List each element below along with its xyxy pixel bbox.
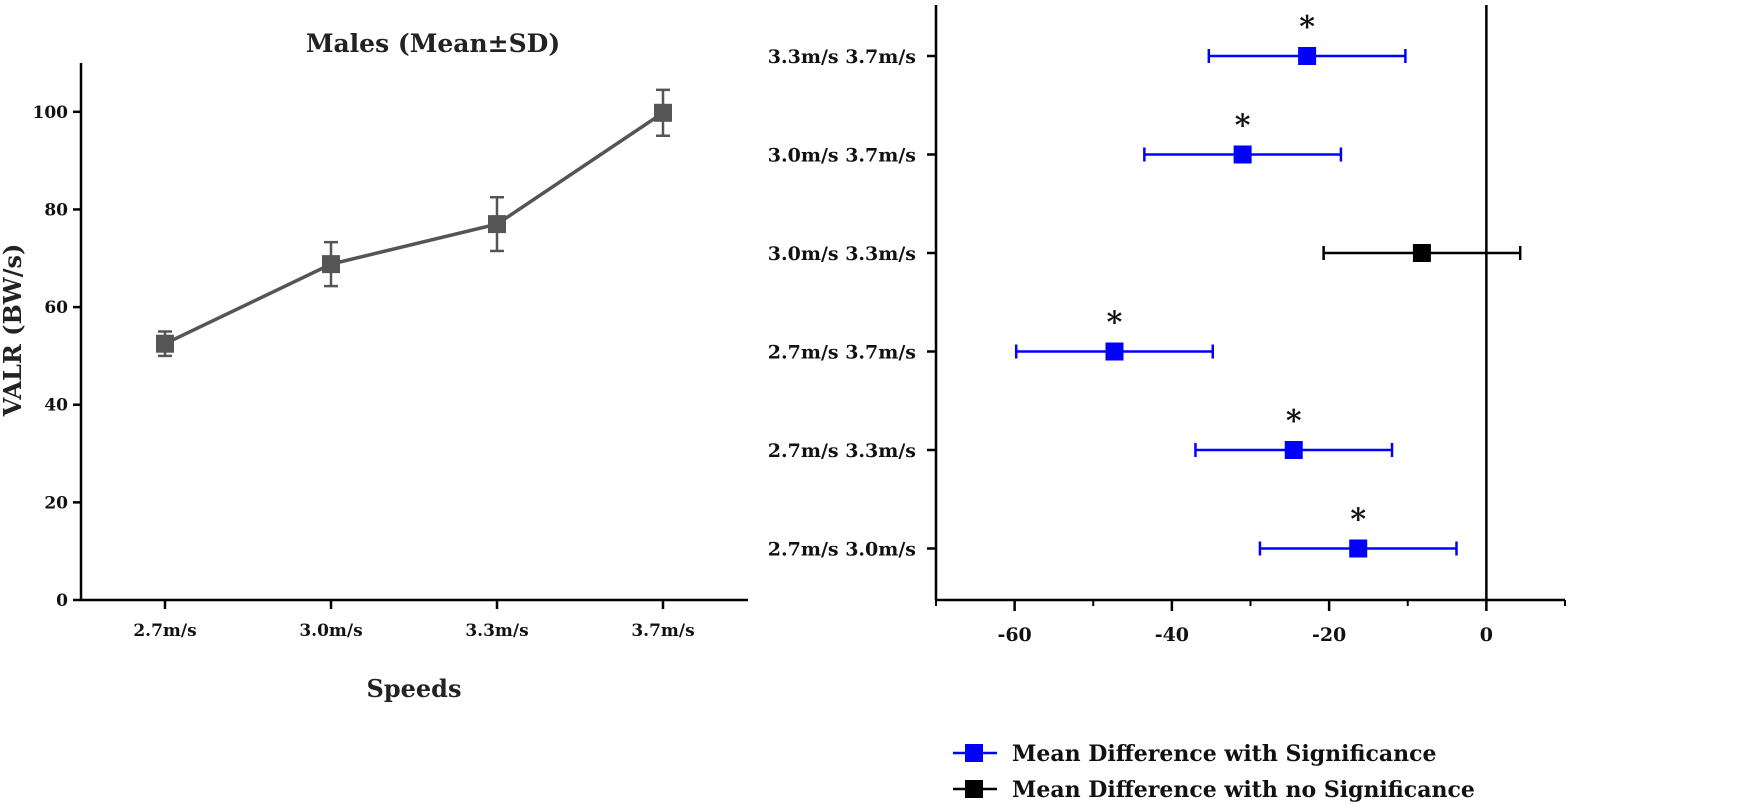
left-data-point bbox=[156, 334, 174, 353]
left-data-point bbox=[322, 255, 340, 274]
right-row-label: 3.3m/s 3.7m/s bbox=[768, 46, 916, 68]
legend-label-significant: Mean Difference with Significance bbox=[1012, 741, 1437, 767]
left-y-tick-label: 80 bbox=[44, 200, 68, 220]
left-series bbox=[156, 88, 672, 358]
right-mean-marker bbox=[1349, 539, 1368, 558]
left-y-axis-label: VALR (BW/s) bbox=[0, 244, 27, 418]
right-row-label: 2.7m/s 3.7m/s bbox=[768, 342, 916, 364]
legend-marker-not-significant bbox=[965, 780, 983, 798]
right-mean-marker bbox=[1284, 441, 1303, 459]
right-rows: 3.3m/s 3.7m/s * 3.0m/s 3.7m/s * 3.0m/s 3.3m/… bbox=[768, 10, 1522, 561]
right-mean-marker bbox=[1233, 145, 1252, 164]
significance-star: * bbox=[1235, 109, 1251, 144]
left-data-point bbox=[488, 215, 506, 234]
right-mean-marker bbox=[1105, 342, 1124, 361]
right-mean-marker bbox=[1412, 244, 1431, 262]
left-x-tick-label: 3.7m/s bbox=[631, 621, 694, 641]
legend-entry-not-significant: Mean Difference with no Significance bbox=[953, 777, 1475, 803]
legend-marker-significant bbox=[965, 744, 983, 762]
right-row-label: 3.0m/s 3.3m/s bbox=[768, 243, 916, 265]
left-chart-title: Males (Mean±SD) bbox=[306, 29, 560, 58]
right-row-label: 2.7m/s 3.3m/s bbox=[768, 440, 916, 462]
right-mean-marker bbox=[1298, 47, 1317, 65]
significance-star: * bbox=[1299, 10, 1315, 45]
legend: Mean Difference with Significance Mean D… bbox=[953, 741, 1475, 803]
left-x-tick-label: 3.3m/s bbox=[465, 621, 528, 641]
significance-star: * bbox=[1107, 306, 1123, 341]
left-series-line bbox=[164, 111, 664, 346]
right-x-tick-label: 0 bbox=[1480, 624, 1493, 646]
left-y-tick-label: 0 bbox=[56, 591, 68, 611]
left-y-ticks: 0 20 40 60 80 100 bbox=[33, 103, 81, 611]
left-data-point bbox=[654, 103, 672, 122]
left-x-tick-label: 2.7m/s bbox=[133, 621, 196, 641]
left-x-ticks: 2.7m/s 3.0m/s 3.3m/s 3.7m/s bbox=[133, 600, 695, 641]
right-x-tick-label: -20 bbox=[1312, 624, 1346, 646]
significance-star: * bbox=[1350, 503, 1366, 538]
left-x-axis-label: Speeds bbox=[367, 674, 462, 703]
left-y-tick-label: 20 bbox=[44, 493, 68, 513]
left-line-chart: Males (Mean±SD) Speeds VALR (BW/s) 0 20 40… bbox=[0, 29, 748, 703]
right-x-ticks: -60 -40 -20 0 bbox=[935, 600, 1566, 646]
left-x-tick-label: 3.0m/s bbox=[299, 621, 362, 641]
right-x-tick-label: -40 bbox=[1155, 624, 1189, 646]
legend-entry-significant: Mean Difference with Significance bbox=[953, 741, 1437, 767]
right-row-label: 3.0m/s 3.7m/s bbox=[768, 145, 916, 167]
right-row-label: 2.7m/s 3.0m/s bbox=[768, 539, 916, 561]
left-y-tick-label: 100 bbox=[33, 103, 69, 123]
left-y-tick-label: 60 bbox=[44, 298, 68, 318]
right-x-tick-label: -60 bbox=[997, 624, 1031, 646]
legend-label-not-significant: Mean Difference with no Significance bbox=[1012, 777, 1475, 803]
left-y-tick-label: 40 bbox=[44, 396, 68, 416]
right-forest-plot: -60 -40 -20 0 3.3m/s 3.7m/s*3.0m/s 3.7m/s*3… bbox=[768, 5, 1566, 646]
significance-star: * bbox=[1286, 404, 1302, 439]
